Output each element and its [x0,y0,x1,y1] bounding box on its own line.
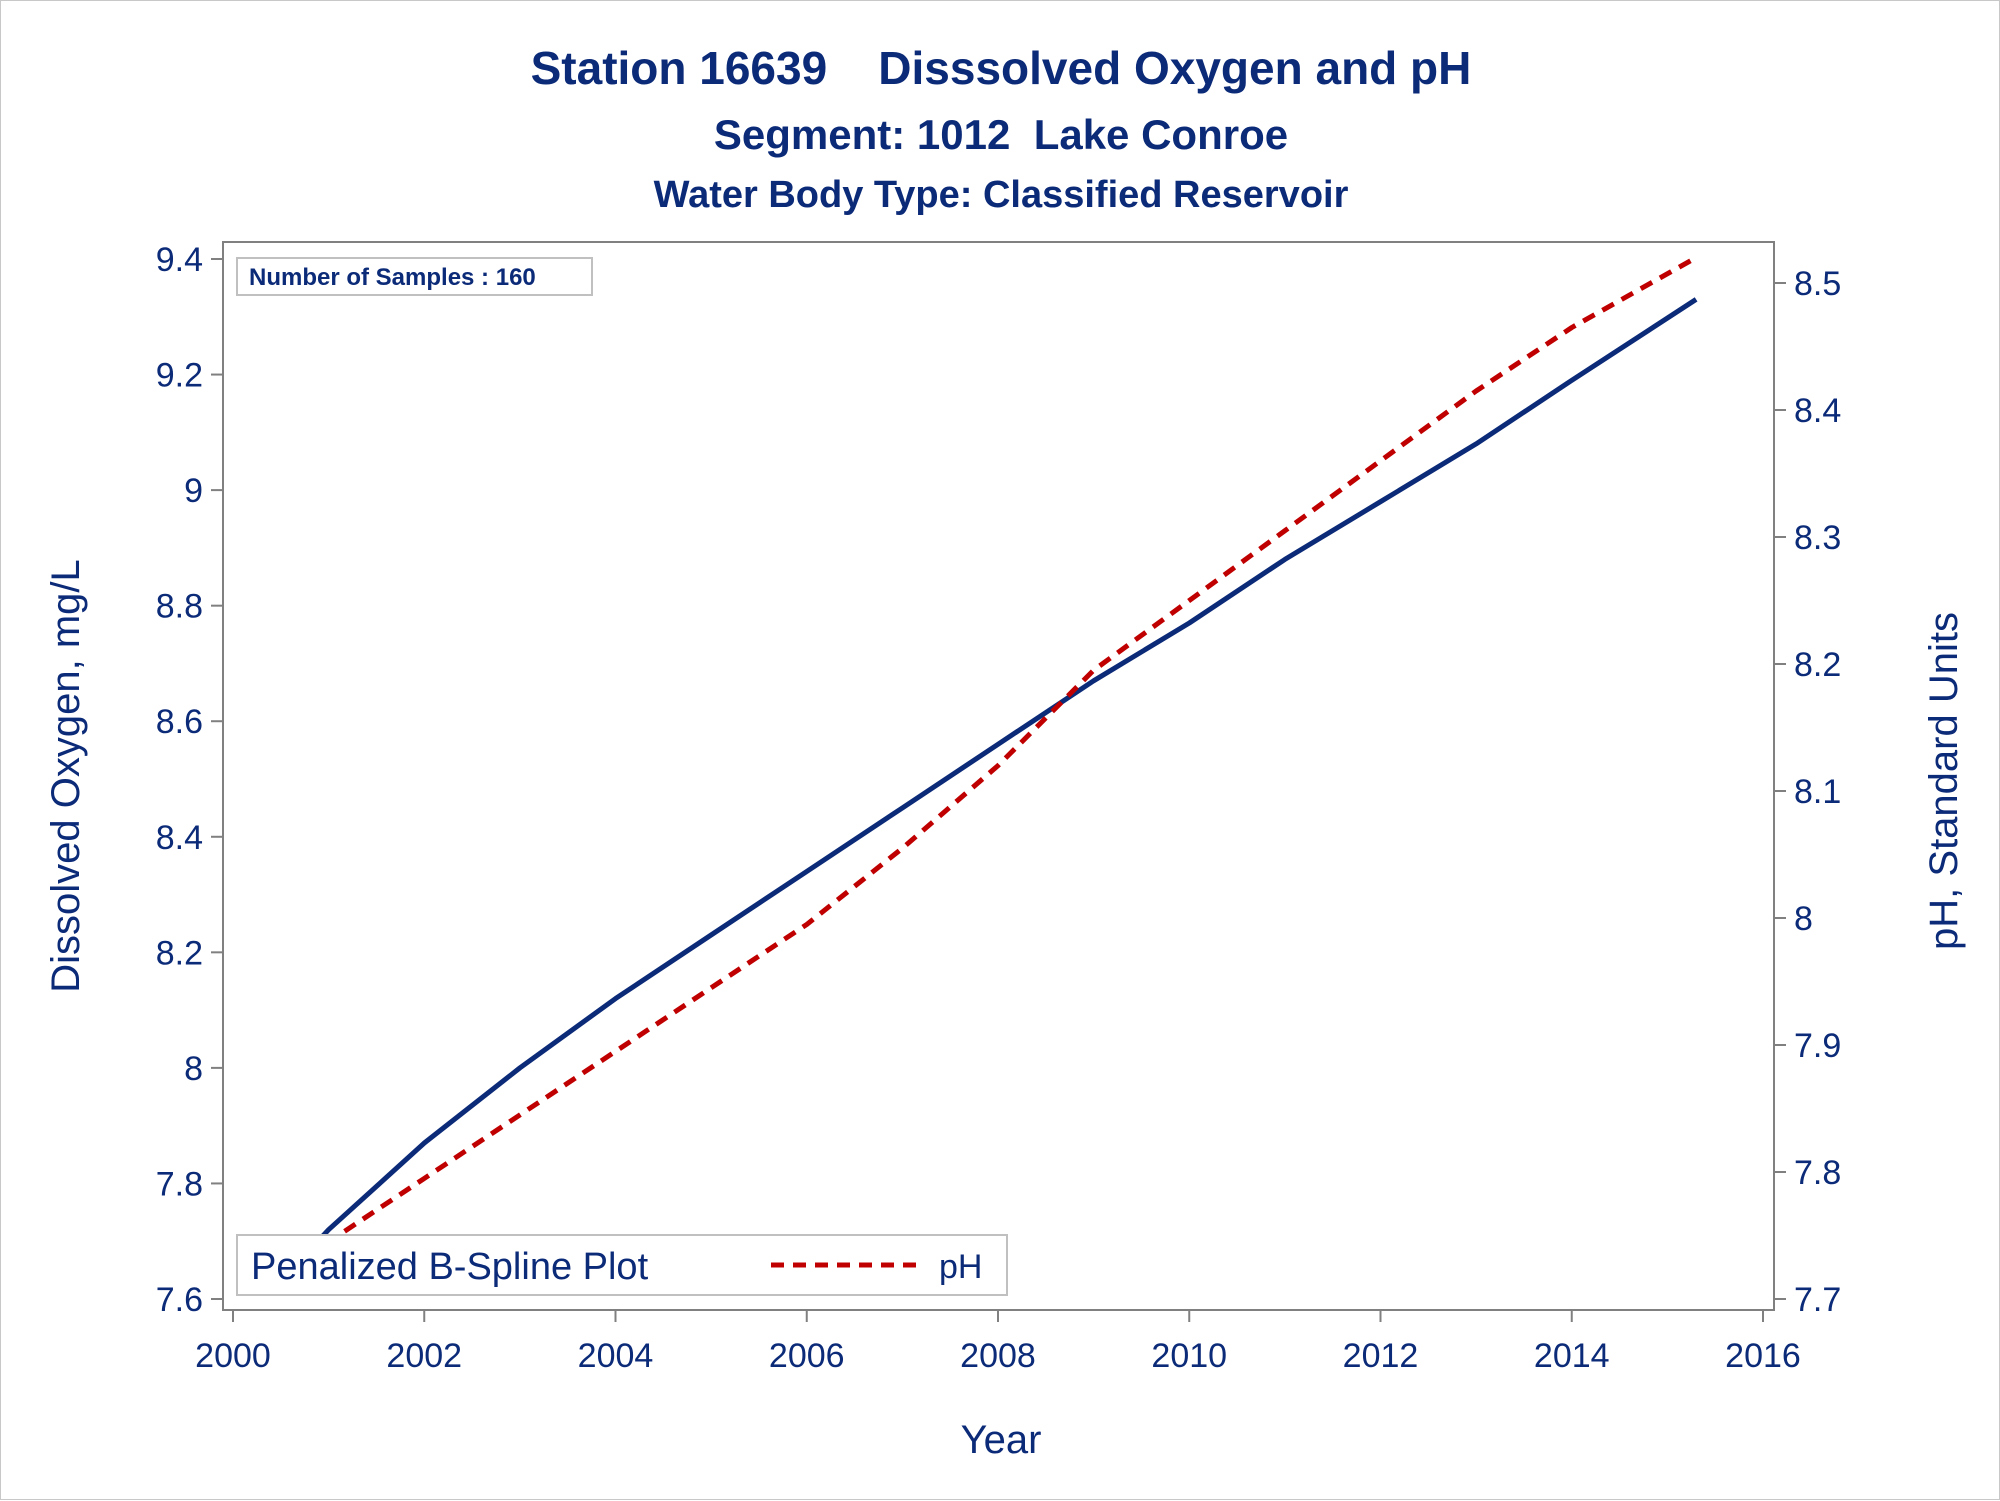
y-axis-right: 7.7 7.8 7.9 8 8.1 8.2 8.3 8.4 8.5 [1774,265,1841,1319]
y-left-tick-label: 8 [184,1050,203,1088]
y-left-tick-label: 8.8 [156,588,203,626]
series-ph-line [269,255,1698,1283]
legend-title: Penalized B-Spline Plot [251,1246,649,1288]
chart-subtitle: Segment: 1012 Lake Conroe [714,111,1288,158]
x-axis-label: Year [961,1418,1042,1462]
y-right-tick-label: 7.8 [1794,1154,1841,1192]
y-right-tick-label: 8.4 [1794,392,1841,430]
x-tick-label: 2016 [1725,1337,1801,1375]
y-left-tick-label: 8.6 [156,703,203,741]
series-layer [269,255,1698,1283]
legend-frame [236,1234,1008,1296]
sample-count-text: Number of Samples : 160 [249,264,536,291]
chart-title: Station 16639 Disssolved Oxygen and pH [531,42,1472,94]
x-axis: 2000 2002 2004 2006 2008 2010 2012 2014 2016 [195,1310,1801,1375]
x-tick-label: 2010 [1151,1337,1227,1375]
sample-count-box: Number of Samples : 160 [236,257,593,296]
x-tick-label: 2014 [1534,1337,1610,1375]
y-left-tick-label: 7.6 [156,1281,203,1319]
y-axis-left: 7.6 7.8 8 8.2 8.4 8.6 8.8 9 9.2 9.4 [156,241,223,1319]
y-right-tick-label: 8.2 [1794,646,1841,684]
y-left-tick-label: 9 [184,472,203,510]
x-tick-label: 2004 [578,1337,654,1375]
y-right-tick-label: 8.3 [1794,519,1841,557]
legend: Penalized B-Spline Plot pH [236,1234,1008,1296]
y-left-tick-label: 7.8 [156,1165,203,1203]
x-tick-label: 2002 [386,1337,462,1375]
x-tick-label: 2012 [1343,1337,1419,1375]
y-axis-right-label: pH, Standard Units [1922,612,1966,950]
x-tick-label: 2000 [195,1337,271,1375]
y-right-tick-label: 7.7 [1794,1281,1841,1319]
x-tick-label: 2008 [960,1337,1036,1375]
y-right-tick-label: 8.1 [1794,773,1841,811]
y-right-tick-label: 7.9 [1794,1027,1841,1065]
sample-count-frame [236,257,593,296]
x-tick-label: 2006 [769,1337,845,1375]
y-right-tick-label: 8.5 [1794,265,1841,303]
y-left-tick-label: 8.4 [156,819,203,857]
y-left-tick-label: 8.2 [156,934,203,972]
y-right-tick-label: 8 [1794,900,1813,938]
y-axis-left-label: Dissolved Oxygen, mg/L [44,559,88,993]
series-dissolved-oxygen-line [283,297,1698,1278]
legend-entry-ph: pH [939,1248,982,1286]
y-left-tick-label: 9.4 [156,241,203,279]
chart-subtitle-2: Water Body Type: Classified Reservoir [654,174,1349,216]
y-left-tick-label: 9.2 [156,357,203,395]
